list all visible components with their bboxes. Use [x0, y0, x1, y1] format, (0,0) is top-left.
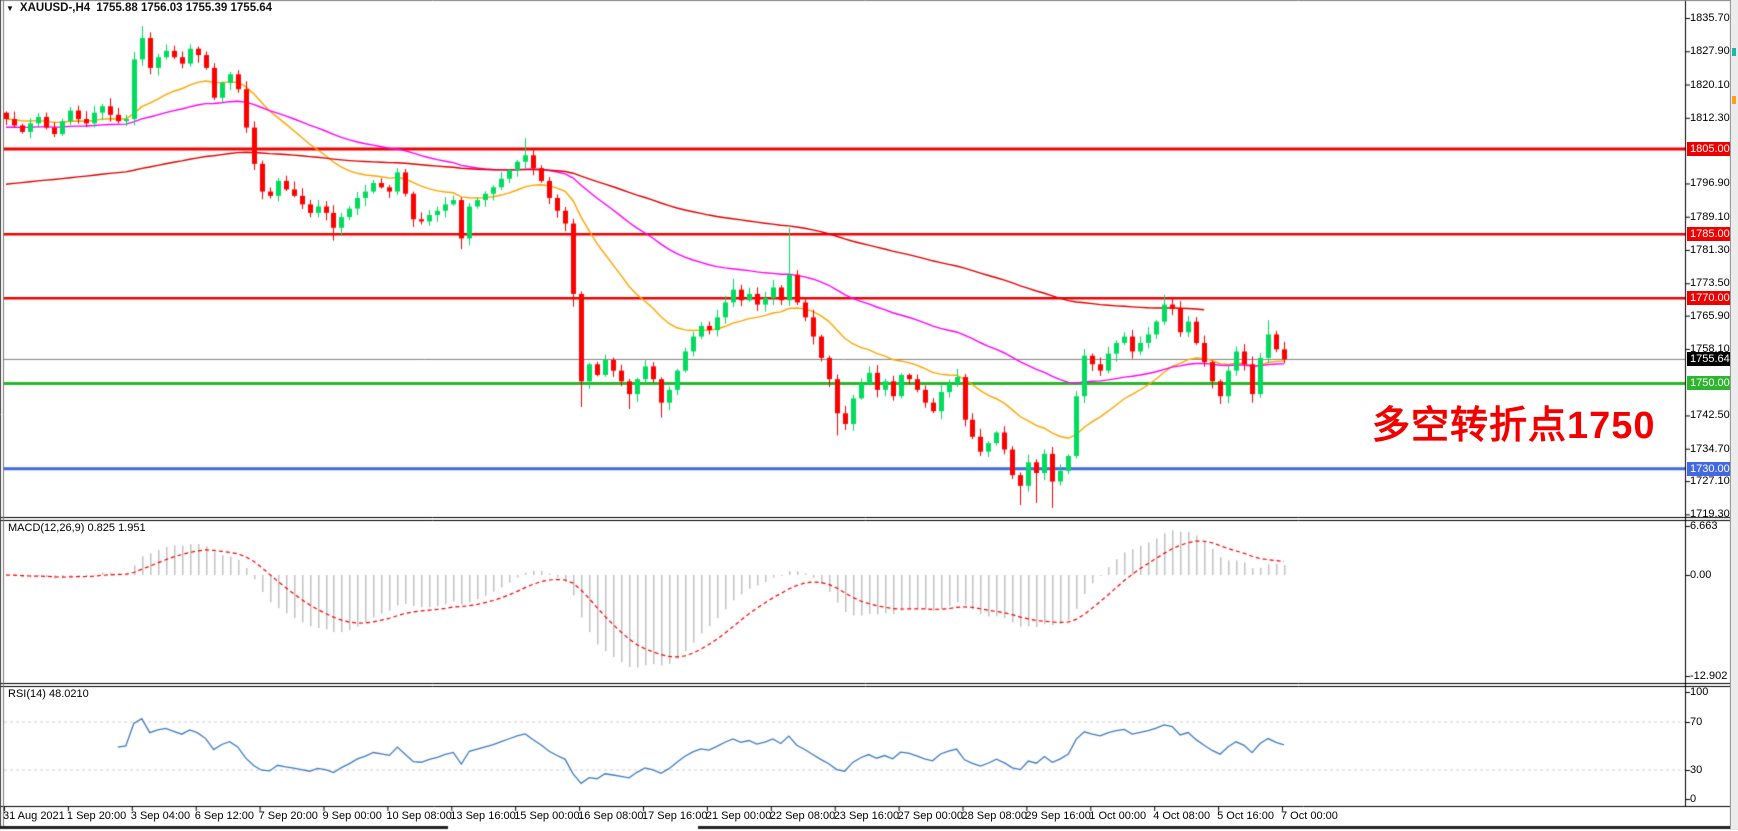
macd-axis-label: -12.902 [1690, 670, 1728, 682]
rsi-axis-label: 100 [1690, 686, 1709, 698]
rsi-axis-label: 30 [1690, 764, 1703, 776]
price-tick-label: 1827.90 [1690, 45, 1730, 58]
macd-axis-label: 0.00 [1690, 569, 1712, 581]
price-tick-label: 1812.30 [1690, 111, 1730, 124]
window-edge-strip [1730, 0, 1738, 829]
time-tick-label: 1 Oct 00:00 [1089, 810, 1147, 822]
price-level-badge: 1785.00 [1687, 227, 1733, 242]
time-tick-label: 29 Sep 16:00 [1025, 810, 1091, 822]
chart-dropdown-icon[interactable]: ▼ [6, 3, 14, 13]
time-tick-label: 3 Sep 04:00 [130, 810, 191, 822]
rsi-axis-label: 70 [1690, 716, 1703, 728]
price-tick-label: 1781.30 [1690, 243, 1730, 256]
time-tick-label: 6 Sep 12:00 [194, 810, 255, 822]
macd-name: MACD(12,26,9) [8, 522, 85, 534]
macd-values: 0.825 1.951 [87, 522, 146, 534]
time-tick-label: 21 Sep 00:00 [705, 810, 772, 822]
price-tick-label: 1719.30 [1690, 508, 1730, 521]
price-tick-label: 1765.90 [1690, 309, 1730, 322]
price-level-badge: 1805.00 [1687, 141, 1733, 156]
time-tick-label: 10 Sep 08:00 [386, 810, 452, 822]
price-tick-label: 1835.70 [1690, 12, 1730, 24]
price-tick-label: 1820.10 [1690, 78, 1730, 91]
price-tick-label: 1742.50 [1690, 409, 1730, 422]
macd-axis-label: 6.663 [1690, 520, 1718, 532]
price-tick-label: 1796.90 [1690, 177, 1730, 190]
time-tick-label: 23 Sep 16:00 [833, 810, 900, 822]
ohlc-values-label: 1755.88 1756.03 1755.39 1755.64 [96, 2, 273, 14]
price-level-badge: 1770.00 [1687, 291, 1733, 306]
chart-title[interactable]: ▼ XAUUSD-,H4 1755.88 1756.03 1755.39 175… [6, 2, 272, 14]
rsi-indicator-label: RSI(14) 48.0210 [8, 688, 89, 700]
symbol-timeframe-label: XAUUSD-,H4 [19, 2, 91, 14]
macd-indicator-label: MACD(12,26,9) 0.825 1.951 [8, 522, 146, 534]
time-tick-label: 4 Oct 08:00 [1153, 810, 1211, 822]
price-tick-label: 1727.10 [1690, 475, 1730, 488]
time-tick-label: 22 Sep 08:00 [769, 810, 836, 822]
time-tick-label: 27 Sep 00:00 [897, 810, 964, 822]
price-level-badge: 1750.00 [1687, 376, 1733, 391]
time-tick-label: 13 Sep 16:00 [450, 810, 516, 822]
time-tick-label: 7 Sep 20:00 [258, 810, 318, 822]
time-tick-label: 28 Sep 08:00 [961, 810, 1027, 822]
time-tick-label: 17 Sep 16:00 [642, 810, 708, 822]
time-tick-label: 1 Sep 20:00 [66, 810, 127, 822]
time-tick-label: 9 Sep 00:00 [322, 810, 382, 822]
edge-mark-teal [1732, 48, 1736, 56]
time-tick-label: 15 Sep 00:00 [514, 810, 580, 822]
price-tick-label: 1758.10 [1690, 342, 1730, 355]
current-price-badge: 1755.64 [1687, 352, 1733, 367]
rsi-name: RSI(14) [8, 688, 46, 700]
annotation-text: 多空转折点1750 [1372, 405, 1656, 447]
time-tick-label: 31 Aug 2021 [3, 810, 65, 822]
time-tick-label: 7 Oct 00:00 [1281, 810, 1338, 822]
rsi-value: 48.0210 [48, 688, 89, 700]
price-tick-label: 1773.50 [1690, 277, 1730, 290]
price-tick-label: 1789.10 [1690, 210, 1730, 223]
price-level-badge: 1730.00 [1687, 461, 1733, 476]
rsi-axis-label: 0 [1690, 793, 1697, 805]
price-tick-label: 1734.70 [1690, 442, 1730, 455]
edge-mark-orange [1732, 96, 1736, 104]
time-tick-label: 16 Sep 08:00 [578, 810, 644, 822]
time-tick-label: 5 Oct 16:00 [1217, 810, 1274, 822]
